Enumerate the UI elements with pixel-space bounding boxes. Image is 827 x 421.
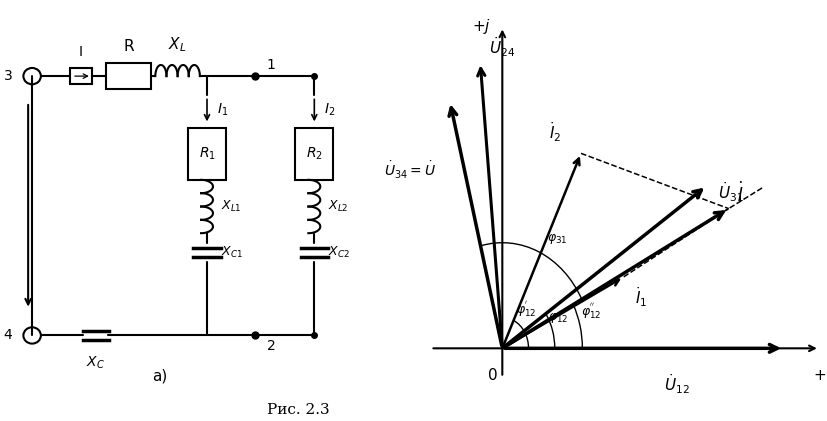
Text: $R_2$: $R_2$ xyxy=(305,146,323,162)
Text: 0: 0 xyxy=(487,368,497,383)
Text: $I_2$: $I_2$ xyxy=(324,101,335,117)
Text: $\varphi_{12}$: $\varphi_{12}$ xyxy=(547,311,567,325)
Text: I: I xyxy=(79,45,83,59)
Bar xyxy=(69,68,92,85)
Text: $+$: $+$ xyxy=(812,368,825,383)
Text: $\dot{U}_{31}$: $\dot{U}_{31}$ xyxy=(717,181,743,204)
Text: $\dot{I}_2$: $\dot{I}_2$ xyxy=(548,120,561,144)
Text: $X_{C1}$: $X_{C1}$ xyxy=(221,245,242,260)
Text: $\dot{U}_{24}$: $\dot{U}_{24}$ xyxy=(488,35,514,59)
Text: 3: 3 xyxy=(3,69,12,83)
Bar xyxy=(295,128,332,180)
Text: 2: 2 xyxy=(266,339,275,353)
Text: $X_L$: $X_L$ xyxy=(168,35,187,54)
Bar xyxy=(106,63,151,89)
Text: $X_{C2}$: $X_{C2}$ xyxy=(327,245,350,260)
Text: $X_{L2}$: $X_{L2}$ xyxy=(327,199,348,214)
Text: $\dot{U}_{34}=\dot{U}$: $\dot{U}_{34}=\dot{U}$ xyxy=(384,160,436,181)
Text: $\varphi_{31}$: $\varphi_{31}$ xyxy=(546,232,566,245)
Text: $\dot{I}_1$: $\dot{I}_1$ xyxy=(634,285,647,309)
Text: $I_1$: $I_1$ xyxy=(217,101,228,117)
Text: $\varphi_{12}^{''}$: $\varphi_{12}^{''}$ xyxy=(580,301,600,321)
Text: $\varphi_{12}^{'}$: $\varphi_{12}^{'}$ xyxy=(515,299,536,319)
Text: 1: 1 xyxy=(266,59,275,72)
Text: $X_C$: $X_C$ xyxy=(86,355,105,371)
Text: $\dot{I}$: $\dot{I}$ xyxy=(736,182,743,205)
Text: Рис. 2.3: Рис. 2.3 xyxy=(266,403,329,417)
Text: R: R xyxy=(123,39,134,54)
Text: $R_1$: $R_1$ xyxy=(198,146,215,162)
Text: $+j$: $+j$ xyxy=(471,17,490,36)
Text: 4: 4 xyxy=(3,328,12,342)
Text: а): а) xyxy=(151,369,167,384)
Bar xyxy=(188,128,226,180)
Text: $X_{L1}$: $X_{L1}$ xyxy=(221,199,241,214)
Text: $\dot{U}_{12}$: $\dot{U}_{12}$ xyxy=(663,373,689,396)
